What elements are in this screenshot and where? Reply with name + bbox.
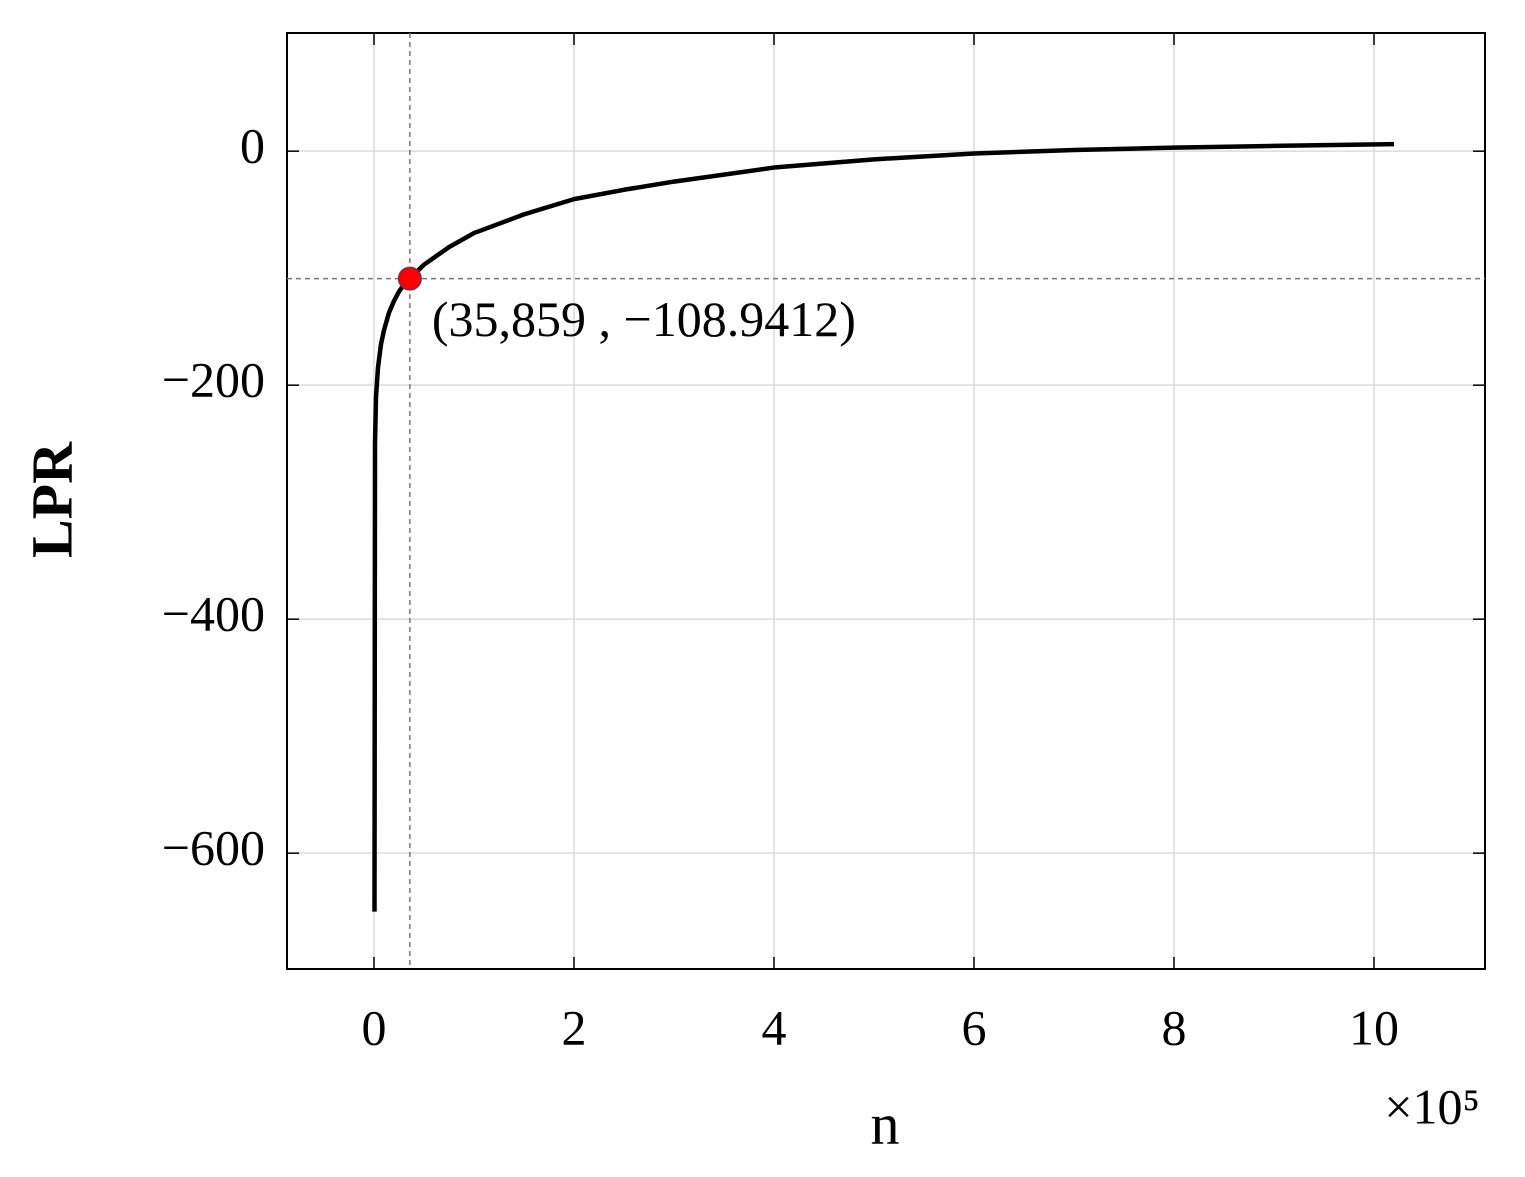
x-tick-label: 8 [1162, 999, 1187, 1055]
x-tick-label: 10 [1349, 999, 1399, 1055]
x-tick-label: 6 [962, 999, 987, 1055]
highlight-label: (35,859 , −108.9412) [432, 291, 856, 347]
x-axis-label: n [871, 1091, 900, 1156]
y-tick-label: −600 [162, 820, 265, 876]
x-multiplier: ×10⁵ [1384, 1078, 1480, 1134]
x-tick-label: 2 [562, 999, 587, 1055]
y-tick-label: 0 [240, 118, 265, 174]
x-tick-label: 4 [762, 999, 787, 1055]
y-tick-label: −200 [162, 352, 265, 408]
y-tick-label: −400 [162, 586, 265, 642]
highlight-point [397, 266, 422, 291]
data-line [372, 141, 1395, 912]
plot-frame [286, 32, 1486, 970]
y-axis-label: LPR [19, 441, 84, 558]
x-tick-label: 0 [362, 999, 387, 1055]
